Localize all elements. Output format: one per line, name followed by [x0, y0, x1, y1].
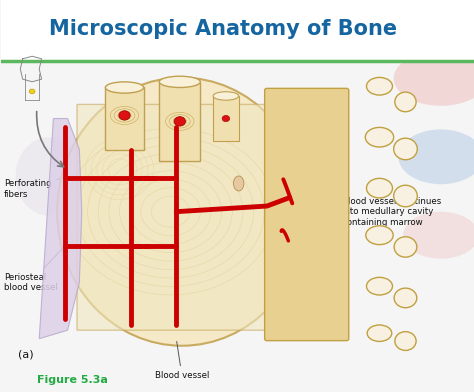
Ellipse shape — [395, 332, 416, 350]
Ellipse shape — [395, 92, 416, 112]
Text: Blood vessel continues
into medullary cavity
containing marrow: Blood vessel continues into medullary ca… — [290, 197, 441, 227]
Ellipse shape — [398, 129, 474, 184]
Bar — [159, 82, 201, 161]
Ellipse shape — [394, 237, 417, 257]
Ellipse shape — [366, 78, 392, 95]
Text: (a): (a) — [18, 350, 34, 360]
Ellipse shape — [16, 137, 82, 216]
Ellipse shape — [394, 51, 474, 106]
Ellipse shape — [394, 288, 417, 308]
Ellipse shape — [105, 82, 144, 93]
Ellipse shape — [367, 325, 392, 341]
Ellipse shape — [403, 212, 474, 259]
Ellipse shape — [57, 78, 307, 346]
Text: Microscopic Anatomy of Bone: Microscopic Anatomy of Bone — [49, 19, 398, 40]
Ellipse shape — [394, 138, 417, 160]
Bar — [1, 0, 474, 61]
Polygon shape — [77, 104, 275, 330]
Circle shape — [29, 89, 35, 94]
Text: Periosteal
blood vessel: Periosteal blood vessel — [4, 248, 64, 292]
Bar — [105, 87, 144, 150]
Ellipse shape — [77, 20, 162, 59]
Ellipse shape — [366, 278, 392, 295]
Text: Blood vessel: Blood vessel — [155, 341, 209, 380]
FancyBboxPatch shape — [264, 88, 349, 341]
Ellipse shape — [365, 127, 394, 147]
Ellipse shape — [159, 76, 201, 87]
Polygon shape — [39, 118, 82, 339]
Ellipse shape — [275, 0, 408, 63]
Text: Perforating
fibers: Perforating fibers — [4, 179, 60, 199]
Ellipse shape — [366, 226, 393, 245]
Text: Figure 5.3a: Figure 5.3a — [37, 375, 108, 385]
Ellipse shape — [213, 92, 238, 100]
Ellipse shape — [366, 178, 392, 198]
Ellipse shape — [394, 185, 417, 207]
Circle shape — [174, 117, 185, 126]
Bar — [213, 96, 238, 141]
Circle shape — [119, 111, 130, 120]
Circle shape — [222, 115, 230, 122]
Ellipse shape — [234, 176, 244, 191]
